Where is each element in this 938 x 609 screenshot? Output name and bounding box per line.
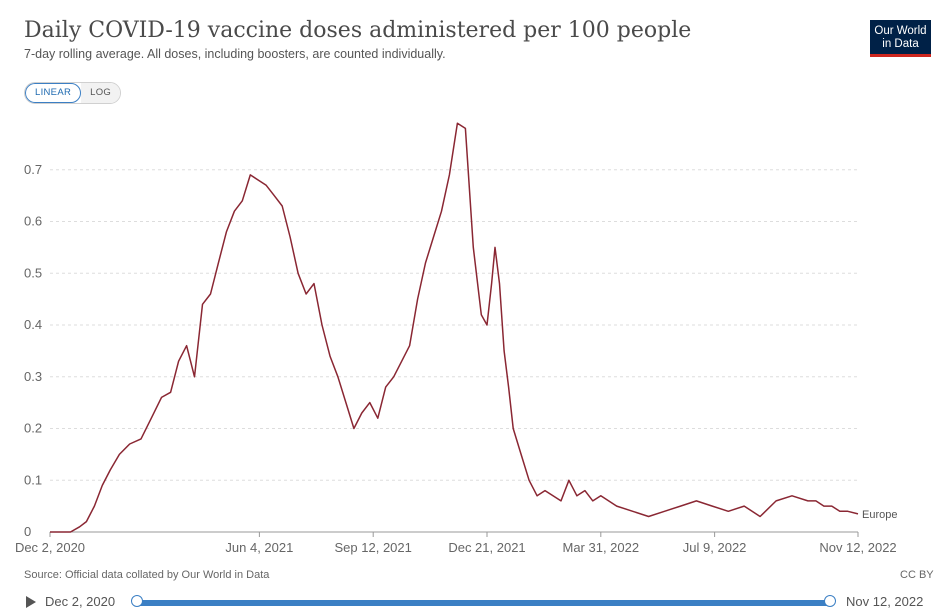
source-note[interactable]: Source: Official data collated by Our Wo… — [24, 569, 270, 581]
x-tick-label: Dec 21, 2021 — [448, 540, 525, 555]
timeline-end-handle[interactable] — [824, 595, 836, 607]
series-label[interactable]: Europe — [862, 509, 897, 521]
play-icon[interactable] — [26, 596, 36, 608]
x-tick-label: Sep 12, 2021 — [335, 540, 412, 555]
y-tick-label: 0.1 — [24, 472, 42, 487]
linear-scale-button[interactable]: LINEAR — [25, 83, 82, 103]
y-tick-label: 0.6 — [24, 214, 42, 229]
x-axis: Dec 2, 2020 Jun 4, 2021 Sep 12, 2021 Dec 21… — [15, 531, 897, 555]
timeline-start-date: Dec 2, 2020 — [45, 594, 116, 609]
x-tick-label: Nov 12, 2022 — [819, 540, 896, 555]
chart-subtitle: 7-day rolling average. All doses, includ… — [24, 47, 446, 61]
y-tick-label: 0.4 — [24, 317, 42, 332]
timeline-start-handle[interactable] — [131, 595, 143, 607]
logo-line-2: in Data — [882, 38, 919, 50]
timeline-track[interactable] — [137, 600, 830, 606]
y-tick-label: 0.5 — [24, 265, 42, 280]
grid-lines — [50, 169, 858, 481]
x-tick-label: Jun 4, 2021 — [225, 540, 293, 555]
y-tick-label: 0 — [24, 524, 31, 539]
timeline: Dec 2, 2020 Nov 12, 2022 — [24, 592, 938, 609]
y-axis: 0 0.1 0.2 0.3 0.4 0.5 0.6 0.7 — [24, 162, 42, 539]
scale-toggle: LINEAR LOG — [24, 82, 122, 104]
owid-logo[interactable]: Our World in Data — [870, 20, 931, 57]
logo-line-1: Our World — [874, 25, 927, 37]
x-tick-label: Dec 2, 2020 — [15, 540, 85, 555]
x-tick-label: Mar 31, 2022 — [563, 540, 640, 555]
y-tick-label: 0.3 — [24, 369, 42, 384]
license-link[interactable]: CC BY — [900, 569, 934, 581]
series-line-europe[interactable] — [50, 122, 859, 533]
x-tick-label: Jul 9, 2022 — [683, 540, 747, 555]
series-group: Europe — [50, 122, 897, 533]
timeline-end-date: Nov 12, 2022 — [846, 594, 924, 609]
chart-title: Daily COVID-19 vaccine doses administere… — [24, 18, 692, 43]
y-tick-label: 0.2 — [24, 421, 42, 436]
y-tick-label: 0.7 — [24, 162, 42, 177]
log-scale-button[interactable]: LOG — [81, 83, 121, 103]
